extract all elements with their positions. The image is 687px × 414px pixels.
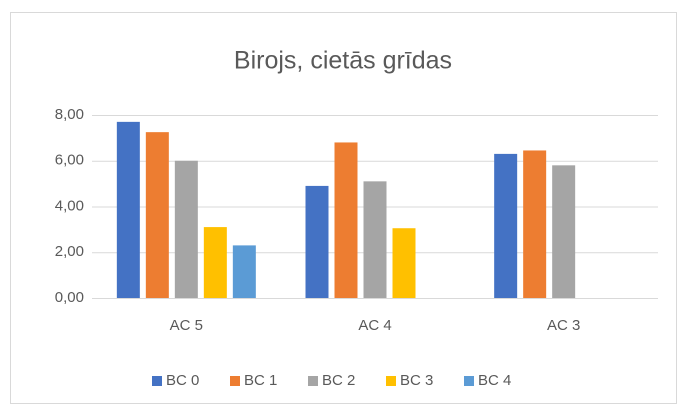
legend-label: BC 4 [478, 372, 511, 389]
bar [334, 142, 358, 298]
bar [392, 228, 416, 298]
legend-label: BC 2 [322, 372, 355, 389]
legend-label: BC 3 [400, 372, 433, 389]
y-tick-label: 2,00 [55, 243, 84, 260]
legend-swatch [230, 376, 240, 386]
bar [363, 181, 387, 298]
y-tick-label: 6,00 [55, 152, 84, 169]
legend-swatch [152, 376, 162, 386]
y-tick-label: 4,00 [55, 197, 84, 214]
bar [145, 132, 169, 298]
legend-swatch [464, 376, 474, 386]
bar [116, 121, 140, 298]
bar [174, 160, 198, 298]
legend-label: BC 1 [244, 372, 277, 389]
bar [305, 185, 329, 298]
bar [494, 153, 518, 298]
bar [552, 165, 576, 298]
legend-swatch [386, 376, 396, 386]
y-tick-label: 8,00 [55, 106, 84, 123]
legend-swatch [308, 376, 318, 386]
x-tick-label: AC 3 [547, 317, 580, 334]
bar [232, 245, 256, 298]
x-tick-label: AC 4 [358, 317, 391, 334]
y-tick-label: 0,00 [55, 289, 84, 306]
x-tick-label: AC 5 [170, 317, 203, 334]
legend-label: BC 0 [166, 372, 199, 389]
bar [203, 227, 227, 298]
chart-title: Birojs, cietās grīdas [234, 47, 452, 75]
bar [523, 150, 547, 298]
